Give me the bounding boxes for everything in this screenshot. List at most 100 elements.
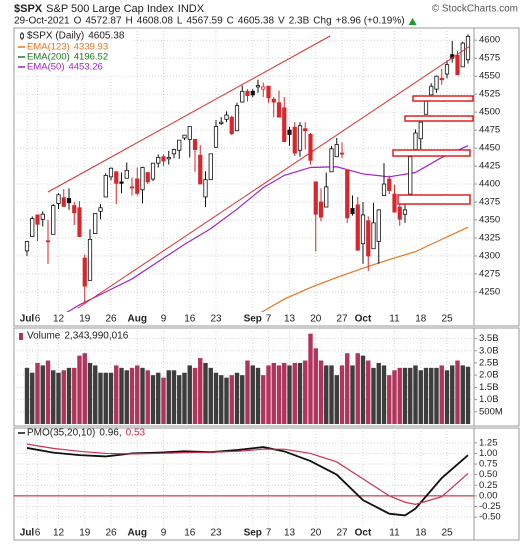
y-tick-label: 4600	[479, 35, 500, 46]
volume-bar	[35, 362, 40, 424]
legend-label: PMO(35,20,10)	[27, 428, 95, 439]
y-tick-label: 4350	[479, 214, 500, 225]
candle-body	[297, 125, 303, 151]
y-tick-label: 4375	[479, 197, 500, 208]
x-tick-label: Sep	[244, 314, 262, 325]
ema-line	[66, 145, 469, 312]
candle-body	[82, 257, 87, 287]
y-tick-label: 3.0B	[479, 345, 499, 356]
volume-bar	[171, 370, 177, 424]
candle-body	[161, 156, 166, 162]
volume-bar	[371, 367, 376, 424]
x-tick-label: 11	[389, 314, 400, 325]
y-tick-label: 4250	[479, 286, 500, 297]
x-tick-label: 27	[336, 528, 348, 539]
y-tick-label: 4550	[479, 71, 500, 82]
volume-bar	[45, 360, 51, 424]
y-tick-label: -0.25	[479, 501, 501, 512]
candle-body	[387, 178, 392, 191]
candle-body	[166, 157, 171, 160]
volume-bar	[329, 365, 334, 424]
volume-bar	[366, 360, 371, 424]
candle-body	[61, 197, 66, 207]
x-tick-label: 27	[336, 314, 348, 325]
volume-bar	[276, 365, 282, 424]
volume-bar	[187, 365, 192, 424]
candle-body	[98, 207, 103, 212]
volume-bar	[240, 375, 245, 424]
quote-label: L	[177, 16, 183, 27]
candle-body	[292, 126, 297, 154]
candle-body	[140, 167, 145, 191]
y-tick-label: 0.75	[479, 459, 498, 470]
candle-body	[240, 90, 245, 103]
legend-value: 2,343,990,016	[64, 331, 128, 342]
ema-line	[260, 226, 469, 312]
volume-bar	[51, 370, 56, 424]
volume-bar	[418, 370, 423, 424]
candle-body	[56, 194, 61, 204]
candle-body	[171, 149, 177, 155]
candle-body	[460, 42, 465, 68]
volume-bar	[292, 362, 297, 424]
candle-body	[408, 156, 413, 195]
candle-body	[413, 132, 418, 150]
volume-bar	[93, 365, 98, 424]
candle-body	[366, 220, 371, 257]
quote-label: C	[227, 16, 234, 27]
x-tick-label: 7	[266, 528, 272, 539]
exchange: INDX	[178, 3, 205, 15]
x-tick-label: 19	[79, 528, 91, 539]
volume-bar	[234, 372, 240, 424]
x-tick-label: 12	[53, 528, 65, 539]
volume-bar	[402, 367, 408, 424]
y-tick-label: 4300	[479, 250, 500, 261]
candle-body	[129, 186, 135, 189]
candle-body	[203, 179, 208, 198]
x-tick-label: Aug	[128, 528, 147, 539]
candle-body	[444, 64, 450, 75]
volume-bar	[266, 365, 271, 424]
y-tick-label: 2.5B	[479, 357, 499, 368]
candle-body	[329, 148, 334, 173]
x-tick-label: 25	[441, 314, 453, 325]
pmo-line	[26, 446, 469, 517]
x-tick-label: 18	[415, 528, 427, 539]
candle-body	[30, 218, 35, 237]
volume-bar	[182, 372, 187, 424]
y-tick-label: 3.5B	[479, 333, 499, 344]
volume-bar	[135, 365, 140, 424]
x-tick-label: Jul	[20, 528, 35, 539]
candle-body	[250, 90, 255, 96]
candle-body	[198, 154, 203, 185]
volume-bar	[381, 365, 387, 424]
volume-bar	[434, 367, 439, 424]
volume-bar	[161, 377, 166, 424]
volume-bar	[87, 362, 93, 424]
candle-body	[51, 205, 56, 235]
x-tick-label: 26	[105, 314, 117, 325]
candle-body	[381, 183, 387, 196]
volume-bar	[439, 365, 444, 424]
candle-body	[156, 157, 161, 164]
volume-bar	[203, 362, 208, 424]
candle-body	[182, 134, 187, 139]
candle-body	[276, 102, 282, 118]
candle-body	[245, 90, 250, 96]
candle-body	[45, 240, 51, 243]
quote-date: 29-Oct-2021	[14, 16, 70, 27]
candle-body	[334, 144, 339, 158]
candle-body	[397, 206, 402, 220]
x-tick-label: 12	[53, 314, 65, 325]
candle-body	[392, 193, 397, 213]
legend-label: Volume	[27, 331, 61, 342]
resistance-zone	[392, 149, 471, 157]
candle-body	[434, 75, 439, 90]
candle-body	[376, 209, 381, 242]
candle-body	[371, 222, 376, 250]
volume-bar	[355, 353, 360, 424]
volume-bar	[98, 372, 103, 424]
x-tick-label: 9	[161, 528, 167, 539]
candle-body	[103, 174, 108, 198]
